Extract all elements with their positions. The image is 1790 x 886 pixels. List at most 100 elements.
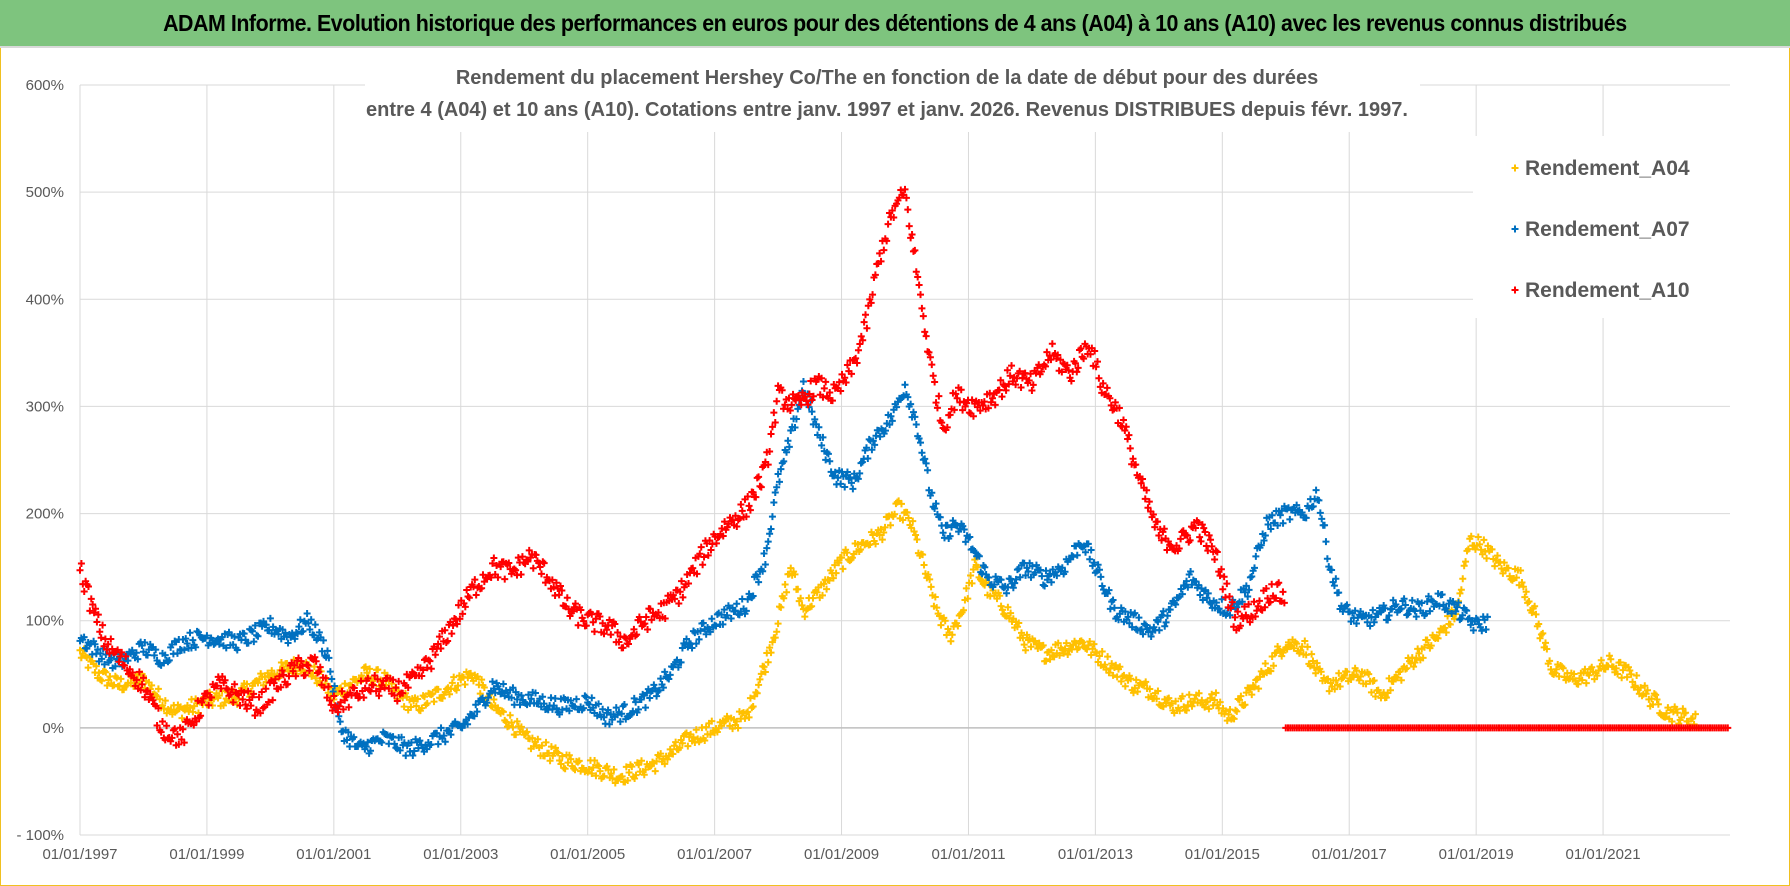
- data-point: [1145, 498, 1153, 506]
- data-point: [514, 554, 522, 562]
- data-point: [104, 640, 112, 648]
- data-point: [1230, 715, 1238, 723]
- data-point: [859, 336, 867, 344]
- data-point: [139, 674, 147, 682]
- data-point: [226, 690, 234, 698]
- data-point: [95, 669, 103, 677]
- data-point: [1073, 368, 1081, 376]
- data-point: [1116, 663, 1124, 671]
- data-point: [605, 616, 613, 624]
- data-point: [528, 734, 536, 742]
- data-point: [1007, 609, 1015, 617]
- data-point: [367, 747, 375, 755]
- data-point: [797, 594, 805, 602]
- data-point: [1386, 686, 1394, 694]
- data-point: [1476, 540, 1484, 548]
- data-point: [1593, 672, 1601, 680]
- data-point: [1019, 634, 1027, 642]
- data-point: [1228, 598, 1236, 606]
- data-point: [1397, 676, 1405, 684]
- data-point: [871, 441, 879, 449]
- data-point: [289, 667, 297, 675]
- data-point: [886, 521, 894, 529]
- data-point: [84, 582, 92, 590]
- x-tick-label: 01/01/2005: [550, 846, 625, 863]
- data-point: [1459, 611, 1467, 619]
- data-point: [291, 635, 299, 643]
- y-tick-label: 500%: [26, 184, 64, 201]
- data-point: [683, 729, 691, 737]
- data-point: [860, 318, 868, 326]
- data-point: [100, 660, 108, 668]
- data-point: [1132, 676, 1140, 684]
- data-point: [478, 584, 486, 592]
- data-point: [767, 525, 775, 533]
- data-point: [678, 577, 686, 585]
- data-point: [773, 628, 781, 636]
- data-point: [120, 661, 128, 669]
- data-point: [248, 627, 256, 635]
- data-point: [763, 544, 771, 552]
- data-point: [632, 698, 640, 706]
- data-point: [1245, 600, 1253, 608]
- data-point: [572, 695, 580, 703]
- data-point: [1177, 585, 1185, 593]
- data-point: [113, 674, 121, 682]
- data-point: [1131, 609, 1139, 617]
- data-point: [1002, 386, 1010, 394]
- data-point: [1607, 655, 1615, 663]
- data-point: [1459, 575, 1467, 583]
- data-point: [326, 697, 334, 705]
- data-point: [98, 655, 106, 663]
- data-point: [998, 606, 1006, 614]
- data-point: [256, 709, 264, 717]
- data-point: [1403, 664, 1411, 672]
- data-point: [805, 390, 813, 398]
- data-point: [1574, 680, 1582, 688]
- data-point: [719, 532, 727, 540]
- data-point: [1410, 663, 1418, 671]
- data-point: [883, 237, 891, 245]
- data-point: [536, 563, 544, 571]
- data-point: [1488, 545, 1496, 553]
- data-point: [852, 354, 860, 362]
- data-point: [1290, 644, 1298, 652]
- data-point: [761, 668, 769, 676]
- data-point: [592, 772, 600, 780]
- data-point: [393, 697, 401, 705]
- data-point: [756, 675, 764, 683]
- data-point: [640, 771, 648, 779]
- data-point: [828, 397, 836, 405]
- data-point: [921, 455, 929, 463]
- data-point: [324, 647, 331, 655]
- data-point: [416, 737, 424, 745]
- data-point: [1091, 347, 1099, 355]
- data-point: [440, 732, 448, 740]
- data-point: [1046, 655, 1054, 663]
- data-point: [746, 694, 754, 702]
- data-point: [801, 613, 809, 621]
- data-point: [1050, 653, 1058, 661]
- data-point: [757, 670, 765, 678]
- data-point: [1139, 475, 1147, 483]
- data-point: [338, 687, 346, 695]
- data-point: [235, 691, 243, 699]
- data-point: [764, 658, 772, 666]
- data-point: [723, 611, 731, 619]
- data-point: [773, 483, 781, 491]
- data-point: [231, 680, 239, 688]
- data-point: [1279, 588, 1287, 596]
- data-point: [1086, 638, 1094, 646]
- page-banner: ADAM Informe. Evolution historique des p…: [0, 0, 1790, 48]
- data-point: [909, 517, 917, 525]
- data-point: [734, 724, 742, 732]
- data-point: [1438, 591, 1446, 599]
- data-point: [1652, 691, 1660, 699]
- data-point: [766, 447, 774, 455]
- data-point: [1111, 398, 1119, 406]
- data-point: [1106, 665, 1114, 673]
- data-point: [1248, 691, 1256, 699]
- data-point: [364, 738, 372, 746]
- data-point: [1256, 673, 1264, 681]
- data-point: [669, 591, 677, 599]
